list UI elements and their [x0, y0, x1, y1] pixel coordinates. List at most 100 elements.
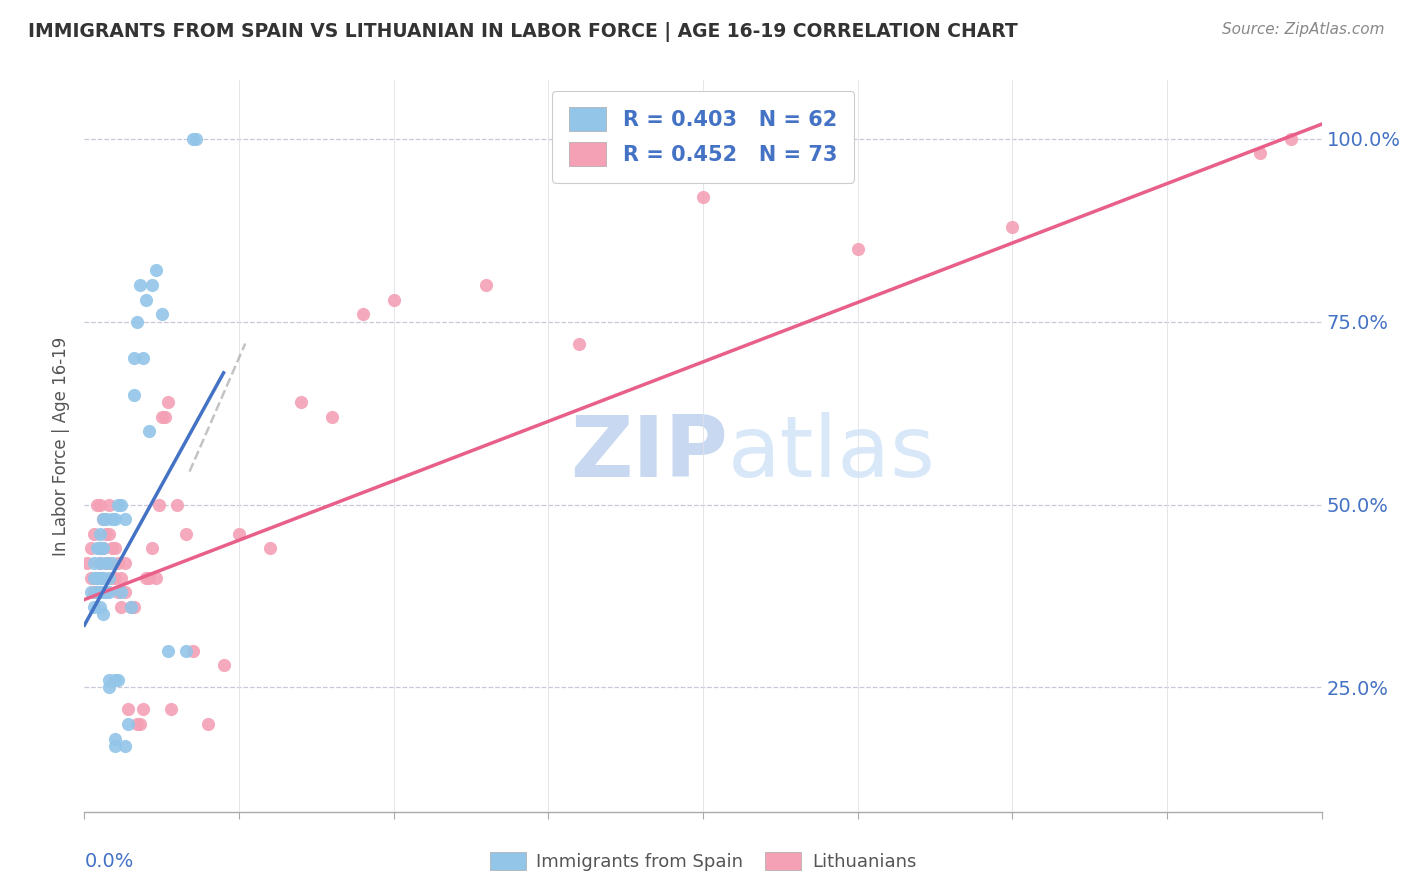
Point — [91, 541, 114, 556]
Text: IMMIGRANTS FROM SPAIN VS LITHUANIAN IN LABOR FORCE | AGE 16-19 CORRELATION CHART: IMMIGRANTS FROM SPAIN VS LITHUANIAN IN L… — [28, 22, 1018, 42]
Point — [1279, 132, 1302, 146]
Point — [120, 599, 142, 614]
Point — [138, 571, 160, 585]
Point — [83, 556, 105, 570]
Point — [107, 585, 129, 599]
Point — [156, 644, 179, 658]
Point — [150, 307, 173, 321]
Point — [212, 658, 235, 673]
Legend: R = 0.403   N = 62, R = 0.452   N = 73: R = 0.403 N = 62, R = 0.452 N = 73 — [553, 91, 853, 183]
Point — [104, 541, 127, 556]
Point — [352, 307, 374, 321]
Point — [94, 526, 117, 541]
Point — [148, 498, 170, 512]
Point — [122, 388, 145, 402]
Point — [132, 702, 155, 716]
Point — [104, 512, 127, 526]
Point — [76, 556, 98, 570]
Point — [86, 498, 108, 512]
Point — [129, 278, 152, 293]
Point — [89, 556, 111, 570]
Point — [290, 395, 312, 409]
Point — [98, 571, 121, 585]
Point — [83, 526, 105, 541]
Point — [107, 673, 129, 687]
Text: Source: ZipAtlas.com: Source: ZipAtlas.com — [1222, 22, 1385, 37]
Legend: Immigrants from Spain, Lithuanians: Immigrants from Spain, Lithuanians — [482, 845, 924, 879]
Point — [86, 571, 108, 585]
Point — [197, 717, 219, 731]
Point — [110, 571, 132, 585]
Point — [122, 599, 145, 614]
Point — [91, 571, 114, 585]
Point — [114, 556, 136, 570]
Point — [79, 571, 101, 585]
Point — [321, 409, 343, 424]
Point — [141, 278, 163, 293]
Point — [132, 351, 155, 366]
Point — [150, 409, 173, 424]
Point — [114, 512, 136, 526]
Point — [117, 717, 139, 731]
Point — [181, 132, 204, 146]
Point — [228, 526, 250, 541]
Point — [89, 541, 111, 556]
Point — [89, 556, 111, 570]
Point — [568, 336, 591, 351]
Point — [846, 242, 869, 256]
Point — [135, 571, 157, 585]
Point — [141, 541, 163, 556]
Point — [107, 556, 129, 570]
Point — [1001, 219, 1024, 234]
Point — [156, 395, 179, 409]
Text: atlas: atlas — [728, 412, 936, 495]
Point — [110, 585, 132, 599]
Point — [89, 526, 111, 541]
Point — [94, 556, 117, 570]
Point — [153, 409, 176, 424]
Point — [89, 541, 111, 556]
Text: 0.0%: 0.0% — [84, 852, 134, 871]
Point — [86, 541, 108, 556]
Point — [138, 425, 160, 439]
Point — [98, 526, 121, 541]
Point — [104, 739, 127, 753]
Y-axis label: In Labor Force | Age 16-19: In Labor Force | Age 16-19 — [52, 336, 70, 556]
Text: ZIP: ZIP — [569, 412, 728, 495]
Point — [107, 498, 129, 512]
Point — [91, 512, 114, 526]
Point — [104, 731, 127, 746]
Point — [83, 571, 105, 585]
Point — [86, 585, 108, 599]
Point — [94, 585, 117, 599]
Point — [98, 498, 121, 512]
Point — [101, 571, 124, 585]
Point — [94, 512, 117, 526]
Point — [176, 526, 198, 541]
Point — [98, 556, 121, 570]
Point — [104, 673, 127, 687]
Point — [184, 132, 207, 146]
Point — [83, 585, 105, 599]
Point — [86, 571, 108, 585]
Point — [101, 541, 124, 556]
Point — [110, 599, 132, 614]
Point — [89, 498, 111, 512]
Point — [475, 278, 498, 293]
Point — [98, 673, 121, 687]
Point — [79, 585, 101, 599]
Point — [89, 585, 111, 599]
Point — [692, 190, 714, 204]
Point — [89, 585, 111, 599]
Point — [91, 571, 114, 585]
Point — [114, 585, 136, 599]
Point — [160, 702, 183, 716]
Point — [101, 556, 124, 570]
Point — [1249, 146, 1271, 161]
Point — [166, 498, 188, 512]
Point — [83, 571, 105, 585]
Point — [125, 315, 148, 329]
Point — [181, 644, 204, 658]
Point — [145, 263, 167, 277]
Point — [98, 681, 121, 695]
